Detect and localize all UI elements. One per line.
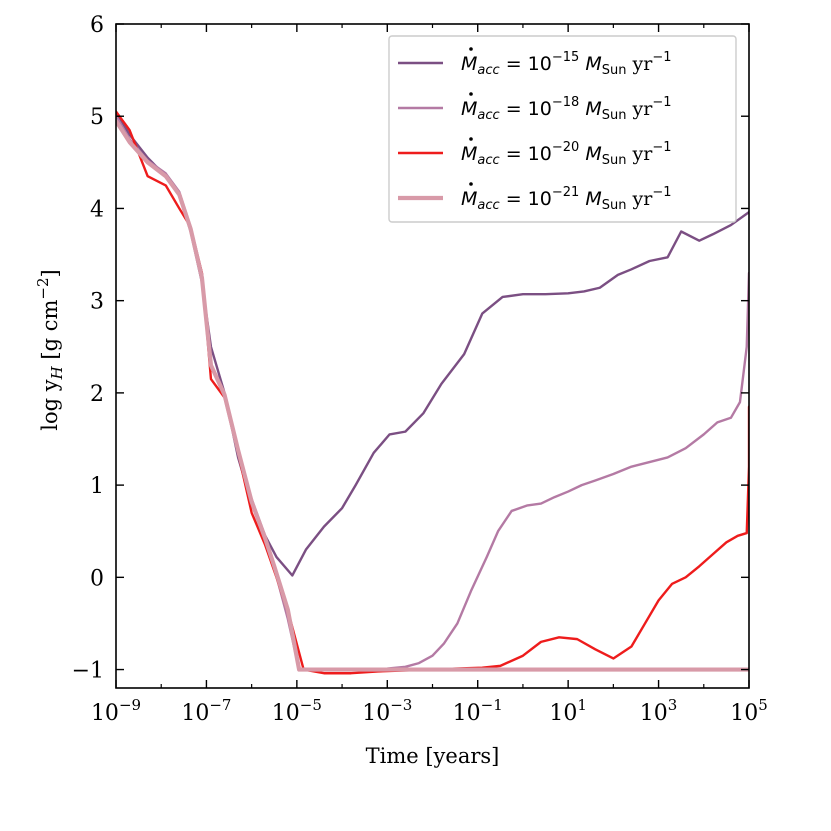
y-tick-label: 1: [90, 474, 104, 499]
y-tick-label: 2: [90, 382, 104, 407]
x-axis-label: Time [years]: [366, 744, 500, 768]
y-tick-label: −1: [72, 659, 104, 684]
x-tick-label: 10−9: [91, 696, 141, 726]
series-line-4: [116, 118, 749, 672]
x-tick-label: 10−3: [362, 696, 412, 726]
legend-dot-accent: [469, 47, 473, 51]
legend-dot-accent: [469, 182, 473, 186]
y-tick-label: 4: [90, 197, 104, 222]
x-tick-label: 10−5: [272, 696, 322, 726]
ticks-layer: 10−9 10−7 10−5 10−3 10−1 101 103 105 −1 0 1 2 3 4 5 6: [72, 13, 768, 726]
y-tick-label: 5: [90, 105, 104, 130]
legend-entry-2: Macc = 10−18 MSun yr−1: [461, 95, 672, 123]
x-tick-label: 101: [549, 696, 587, 726]
y-tick-label: 0: [90, 566, 104, 591]
series-layer: [116, 110, 749, 675]
legend-dot-accent: [469, 92, 473, 96]
y-tick-label: 6: [90, 13, 104, 38]
legend-entry-4: Macc = 10−21 MSun yr−1: [461, 185, 672, 213]
axis-labels: Time [years] log yH [g cm−2]: [34, 269, 499, 768]
x-tick-label: 10−7: [181, 696, 231, 726]
plot-frame: [115, 23, 750, 689]
x-tick-label: 105: [730, 696, 768, 726]
x-tick-label: 103: [640, 696, 678, 726]
legend: Macc = 10−15 MSun yr−1 Macc = 10−18 MSun …: [388, 35, 737, 223]
legend-dot-accent: [469, 137, 473, 141]
legend-entry-3: Macc = 10−20 MSun yr−1: [461, 140, 672, 168]
y-tick-label: 3: [90, 290, 104, 315]
y-axis-label: log yH [g cm−2]: [34, 269, 66, 430]
legend-box: [388, 35, 737, 223]
x-tick-label: 10−1: [453, 696, 503, 726]
legend-entry-1: Macc = 10−15 MSun yr−1: [461, 50, 672, 78]
